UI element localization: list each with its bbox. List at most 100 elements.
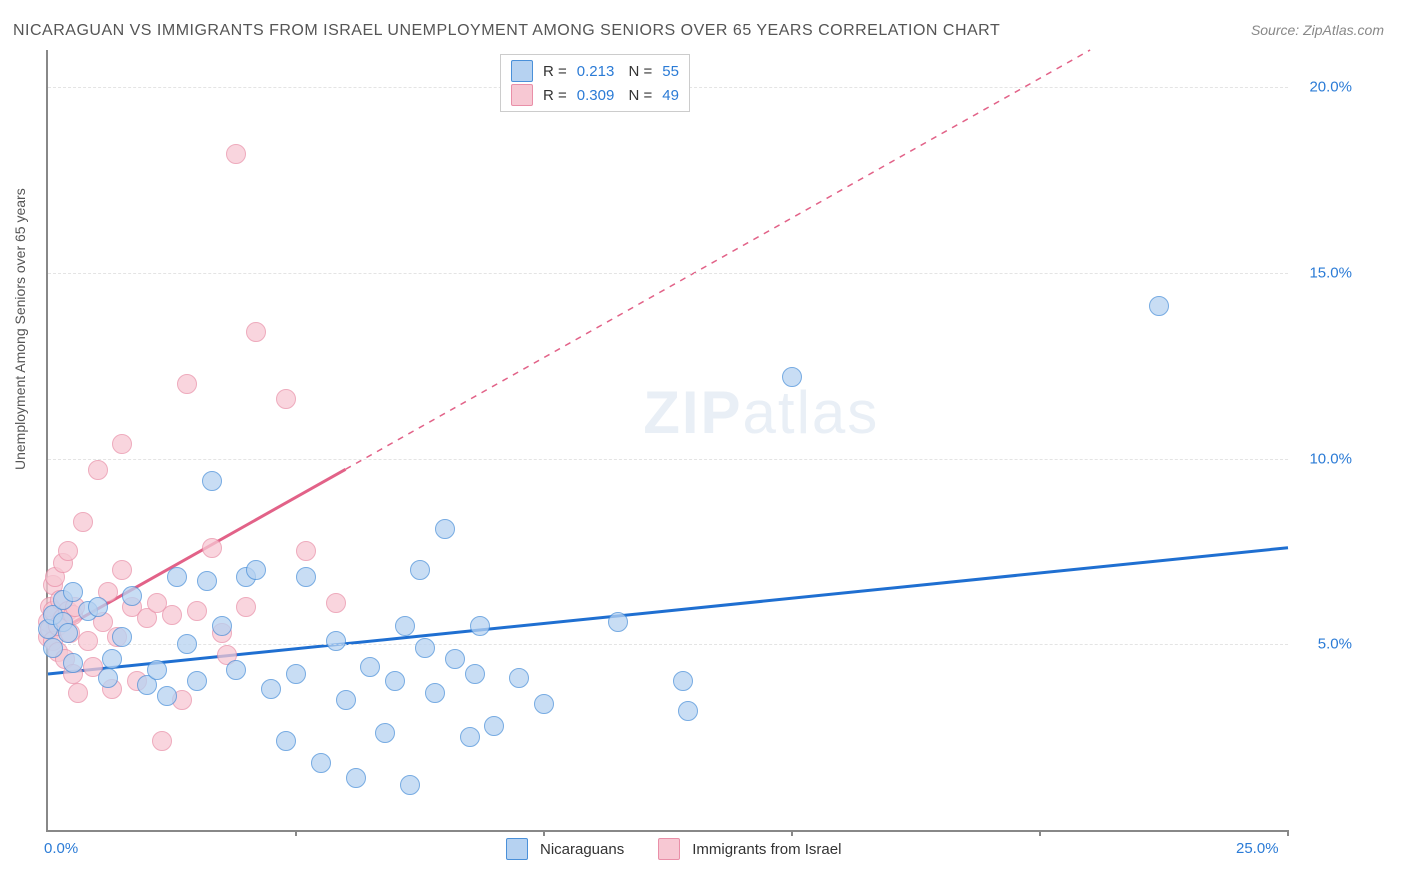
point-blue <box>276 731 296 751</box>
point-blue <box>212 616 232 636</box>
stats-legend: R = 0.213 N = 55 R = 0.309 N = 49 <box>500 54 690 112</box>
watermark: ZIPatlas <box>643 378 879 447</box>
point-blue <box>400 775 420 795</box>
y-tick-label: 10.0% <box>1309 450 1352 467</box>
point-blue <box>147 660 167 680</box>
x-tick-mark <box>1039 830 1041 836</box>
point-blue <box>395 616 415 636</box>
n-value-blue: 55 <box>662 63 679 80</box>
point-blue <box>410 560 430 580</box>
point-pink <box>326 593 346 613</box>
point-pink <box>68 683 88 703</box>
x-tick-mark <box>1287 830 1289 836</box>
point-blue <box>296 567 316 587</box>
point-blue <box>470 616 490 636</box>
point-blue <box>157 686 177 706</box>
point-blue <box>534 694 554 714</box>
n-label: N = <box>624 63 652 80</box>
point-blue <box>58 623 78 643</box>
point-blue <box>311 753 331 773</box>
point-blue <box>673 671 693 691</box>
point-blue <box>98 668 118 688</box>
swatch-pink <box>658 838 680 860</box>
legend-label-pink: Immigrants from Israel <box>692 841 841 858</box>
stats-row-blue: R = 0.213 N = 55 <box>511 59 679 83</box>
point-blue <box>63 653 83 673</box>
point-blue <box>385 671 405 691</box>
point-blue <box>326 631 346 651</box>
point-pink <box>246 322 266 342</box>
point-blue <box>187 671 207 691</box>
point-blue <box>465 664 485 684</box>
point-pink <box>187 601 207 621</box>
point-pink <box>112 434 132 454</box>
gridline <box>48 273 1288 274</box>
y-tick-label: 5.0% <box>1318 636 1352 653</box>
point-blue <box>346 768 366 788</box>
point-blue <box>226 660 246 680</box>
chart-title: NICARAGUAN VS IMMIGRANTS FROM ISRAEL UNE… <box>13 22 1000 40</box>
x-tick-label: 0.0% <box>44 840 78 857</box>
swatch-blue <box>511 60 533 82</box>
r-value-pink: 0.309 <box>577 87 615 104</box>
point-blue <box>88 597 108 617</box>
point-blue <box>375 723 395 743</box>
point-blue <box>608 612 628 632</box>
point-blue <box>445 649 465 669</box>
r-value-blue: 0.213 <box>577 63 615 80</box>
x-tick-mark <box>543 830 545 836</box>
watermark-zip: ZIP <box>643 379 742 446</box>
point-blue <box>460 727 480 747</box>
point-pink <box>202 538 222 558</box>
plot-area: ZIPatlas 5.0%10.0%15.0%20.0% <box>46 50 1288 832</box>
point-blue <box>246 560 266 580</box>
point-blue <box>167 567 187 587</box>
point-pink <box>226 144 246 164</box>
point-blue <box>122 586 142 606</box>
point-pink <box>162 605 182 625</box>
gridline <box>48 459 1288 460</box>
point-blue <box>678 701 698 721</box>
point-pink <box>73 512 93 532</box>
point-blue <box>435 519 455 539</box>
point-blue <box>261 679 281 699</box>
point-blue <box>43 638 63 658</box>
point-blue <box>509 668 529 688</box>
point-blue <box>484 716 504 736</box>
point-pink <box>58 541 78 561</box>
point-blue <box>782 367 802 387</box>
watermark-atlas: atlas <box>743 379 880 446</box>
point-pink <box>88 460 108 480</box>
point-blue <box>360 657 380 677</box>
legend-label-blue: Nicaraguans <box>540 841 624 858</box>
point-pink <box>152 731 172 751</box>
point-blue <box>1149 296 1169 316</box>
x-tick-mark <box>295 830 297 836</box>
point-blue <box>177 634 197 654</box>
point-blue <box>425 683 445 703</box>
point-blue <box>63 582 83 602</box>
point-pink <box>177 374 197 394</box>
n-label: N = <box>624 87 652 104</box>
x-tick-label: 25.0% <box>1236 840 1279 857</box>
point-blue <box>415 638 435 658</box>
stats-row-pink: R = 0.309 N = 49 <box>511 83 679 107</box>
y-tick-label: 15.0% <box>1309 264 1352 281</box>
point-pink <box>78 631 98 651</box>
point-blue <box>202 471 222 491</box>
swatch-blue <box>506 838 528 860</box>
point-pink <box>296 541 316 561</box>
gridline <box>48 644 1288 645</box>
point-pink <box>276 389 296 409</box>
point-blue <box>197 571 217 591</box>
point-blue <box>336 690 356 710</box>
regression-lines <box>48 50 1288 830</box>
point-blue <box>102 649 122 669</box>
x-tick-mark <box>791 830 793 836</box>
y-tick-label: 20.0% <box>1309 79 1352 96</box>
n-value-pink: 49 <box>662 87 679 104</box>
point-blue <box>286 664 306 684</box>
series-legend: Nicaraguans Immigrants from Israel <box>506 838 841 860</box>
point-blue <box>112 627 132 647</box>
swatch-pink <box>511 84 533 106</box>
